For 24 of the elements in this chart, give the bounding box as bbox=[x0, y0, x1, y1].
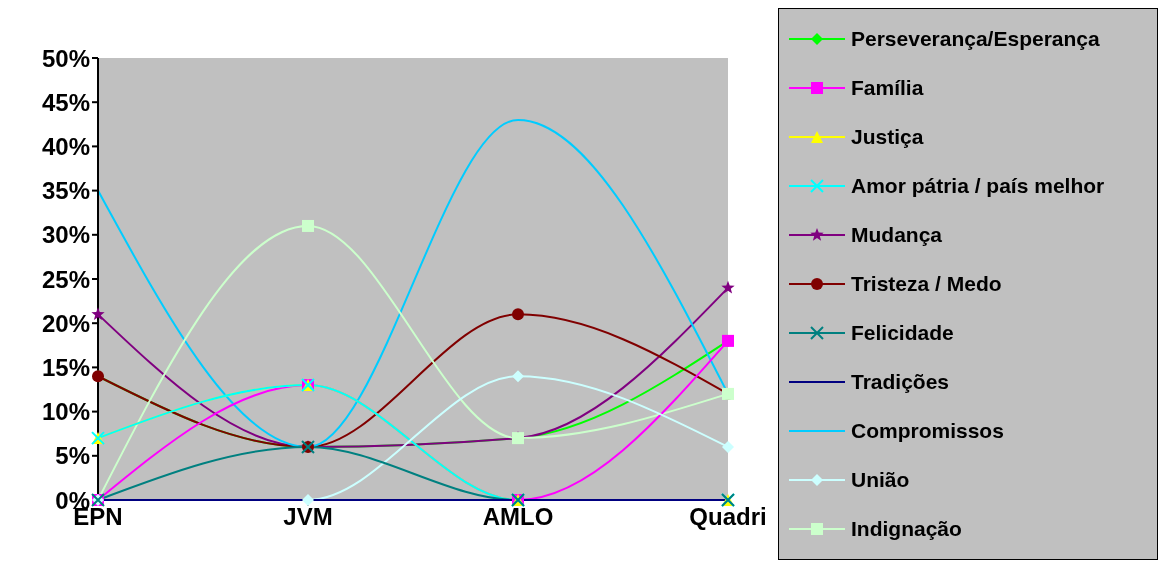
legend-label: Amor pátria / país melhor bbox=[851, 174, 1105, 199]
y-tick-label: 25% bbox=[41, 265, 90, 293]
legend-label: Compromissos bbox=[851, 418, 1004, 443]
y-tick-label: 40% bbox=[41, 132, 90, 160]
legend-label: Tradições bbox=[851, 369, 950, 394]
legend-label: Tristeza / Medo bbox=[851, 271, 1002, 296]
legend-label: Perseverança/Esperança bbox=[851, 27, 1100, 52]
x-tick-label: JVM bbox=[283, 503, 333, 531]
legend-label: União bbox=[851, 467, 910, 492]
y-tick-label: 35% bbox=[41, 177, 90, 205]
y-tick-label: 45% bbox=[41, 88, 90, 116]
y-tick-label: 20% bbox=[41, 309, 90, 337]
legend-label: Indignação bbox=[851, 516, 962, 541]
legend-label: Felicidade bbox=[851, 320, 954, 345]
y-tick-label: 50% bbox=[41, 44, 90, 72]
x-tick-label: AMLO bbox=[482, 503, 554, 531]
legend-label: Mudança bbox=[851, 223, 943, 248]
legend-label: Justiça bbox=[851, 125, 924, 150]
x-tick-label: Quadri bbox=[689, 503, 767, 531]
y-tick-label: 15% bbox=[41, 353, 90, 381]
y-tick-label: 10% bbox=[41, 398, 90, 426]
legend-label: Família bbox=[851, 76, 924, 101]
y-tick-label: 5% bbox=[55, 442, 90, 470]
y-tick-label: 30% bbox=[41, 221, 90, 249]
